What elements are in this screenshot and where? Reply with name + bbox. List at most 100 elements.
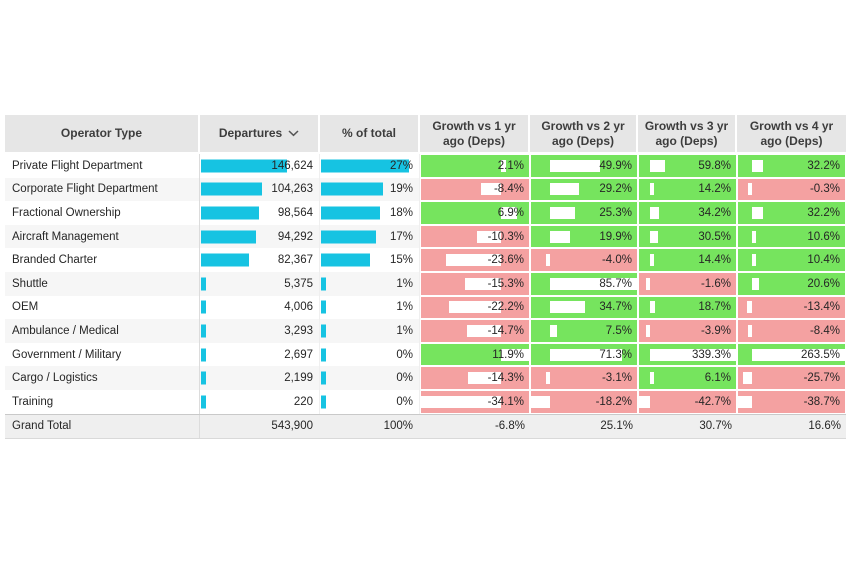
growth-cell[interactable]: -38.7% bbox=[737, 390, 846, 414]
departures-cell[interactable]: 2,199 bbox=[200, 366, 320, 390]
table-row: OEM 4,006 1% -22.2% 34.7% 18.7% -13.4% bbox=[5, 295, 846, 320]
growth-value: -34.1% bbox=[487, 395, 524, 408]
departures-cell[interactable]: 3,293 bbox=[200, 319, 320, 343]
pct-of-total-cell[interactable]: 0% bbox=[320, 342, 420, 367]
pct-of-total-header[interactable]: % of total bbox=[320, 115, 420, 152]
departures-cell[interactable]: 98,564 bbox=[200, 201, 320, 225]
growth-cell[interactable]: 32.2% bbox=[737, 154, 846, 178]
growth-4yr-header[interactable]: Growth vs 4 yr ago (Deps) bbox=[737, 115, 846, 152]
operator-name-cell[interactable]: Training bbox=[5, 389, 200, 414]
growth-cell[interactable]: 29.2% bbox=[530, 178, 638, 202]
pct-of-total-cell[interactable]: 18% bbox=[320, 201, 420, 225]
growth-1yr-header[interactable]: Growth vs 1 yr ago (Deps) bbox=[420, 115, 530, 152]
growth-cell[interactable]: -14.3% bbox=[420, 366, 530, 390]
growth-cell[interactable]: 19.9% bbox=[530, 225, 638, 249]
growth-cell[interactable]: -4.0% bbox=[530, 248, 638, 272]
departures-cell[interactable]: 146,624 bbox=[200, 154, 320, 178]
growth-cell-fill: 11.9% bbox=[420, 343, 529, 366]
growth-cell[interactable]: 7.5% bbox=[530, 319, 638, 343]
growth-cell[interactable]: -15.3% bbox=[420, 272, 530, 296]
departures-cell[interactable]: 104,263 bbox=[200, 177, 320, 202]
growth-cell[interactable]: -14.7% bbox=[420, 319, 530, 343]
growth-cell[interactable]: -3.9% bbox=[638, 319, 737, 343]
growth-cell[interactable]: -1.6% bbox=[638, 272, 737, 296]
growth-cell-fill: 263.5% bbox=[737, 343, 845, 366]
growth-cell[interactable]: 11.9% bbox=[420, 343, 530, 367]
growth-cell[interactable]: -8.4% bbox=[737, 319, 846, 343]
growth-cell[interactable]: 14.4% bbox=[638, 248, 737, 272]
pct-of-total-cell[interactable]: 17% bbox=[320, 224, 420, 249]
growth-cell[interactable]: 59.8% bbox=[638, 154, 737, 178]
growth-cell[interactable]: -22.2% bbox=[420, 296, 530, 320]
operator-type-header[interactable]: Operator Type bbox=[5, 115, 200, 152]
departures-cell[interactable]: 5,375 bbox=[200, 271, 320, 296]
pct-of-total-cell[interactable]: 0% bbox=[320, 366, 420, 390]
departures-cell[interactable]: 94,292 bbox=[200, 224, 320, 249]
pct-of-total-cell[interactable]: 1% bbox=[320, 319, 420, 343]
operator-name-cell[interactable]: Ambulance / Medical bbox=[5, 319, 200, 343]
operator-name-label: OEM bbox=[12, 301, 39, 314]
operator-name-cell[interactable]: Aircraft Management bbox=[5, 224, 200, 249]
growth-cell[interactable]: 339.3% bbox=[638, 343, 737, 367]
growth-cell[interactable]: -3.1% bbox=[530, 366, 638, 390]
growth-cell[interactable]: 30.5% bbox=[638, 225, 737, 249]
departures-cell[interactable]: 220 bbox=[200, 389, 320, 414]
growth-cell[interactable]: -42.7% bbox=[638, 390, 737, 414]
operator-name-label: Cargo / Logistics bbox=[12, 372, 98, 385]
growth-cell[interactable]: 25.3% bbox=[530, 201, 638, 225]
growth-cell[interactable]: 71.3% bbox=[530, 343, 638, 367]
pct-of-total-cell[interactable]: 1% bbox=[320, 295, 420, 320]
growth-cell[interactable]: 34.2% bbox=[638, 201, 737, 225]
departures-cell[interactable]: 2,697 bbox=[200, 342, 320, 367]
growth-cell[interactable]: 10.4% bbox=[737, 248, 846, 272]
pct-of-total-cell[interactable]: 0% bbox=[320, 389, 420, 414]
growth-cell[interactable]: 20.6% bbox=[737, 272, 846, 296]
growth-cell[interactable]: -8.4% bbox=[420, 178, 530, 202]
pct-of-total-cell[interactable]: 19% bbox=[320, 177, 420, 202]
operator-name-cell[interactable]: Branded Charter bbox=[5, 248, 200, 272]
growth-cell[interactable]: 85.7% bbox=[530, 272, 638, 296]
growth-databar bbox=[549, 324, 558, 337]
growth-cell[interactable]: -18.2% bbox=[530, 390, 638, 414]
growth-cell[interactable]: 10.6% bbox=[737, 225, 846, 249]
growth-cell[interactable]: 34.7% bbox=[530, 296, 638, 320]
growth-databar bbox=[742, 372, 752, 385]
growth-cell[interactable]: 2.1% bbox=[420, 154, 530, 178]
growth-cell[interactable]: -0.3% bbox=[737, 178, 846, 202]
departures-cell[interactable]: 82,367 bbox=[200, 248, 320, 272]
operator-name-cell[interactable]: Shuttle bbox=[5, 271, 200, 296]
pct-of-total-cell[interactable]: 1% bbox=[320, 271, 420, 296]
growth-databar bbox=[448, 301, 502, 314]
growth-cell[interactable]: -25.7% bbox=[737, 366, 846, 390]
operator-name-cell[interactable]: Private Flight Department bbox=[5, 154, 200, 178]
growth-cell[interactable]: 14.2% bbox=[638, 178, 737, 202]
pct-of-total-value: 0% bbox=[396, 395, 413, 408]
growth-cell[interactable]: -10.3% bbox=[420, 225, 530, 249]
operator-name-cell[interactable]: Cargo / Logistics bbox=[5, 366, 200, 390]
growth-3yr-header[interactable]: Growth vs 3 yr ago (Deps) bbox=[638, 115, 737, 152]
growth-cell[interactable]: -34.1% bbox=[420, 390, 530, 414]
departures-header[interactable]: Departures bbox=[200, 115, 320, 152]
grand-total-label: Grand Total bbox=[12, 420, 72, 433]
growth-cell[interactable]: 6.1% bbox=[638, 366, 737, 390]
growth-cell-fill: -10.3% bbox=[420, 225, 529, 248]
pct-of-total-cell[interactable]: 27% bbox=[320, 154, 420, 178]
growth-cell[interactable]: 6.9% bbox=[420, 201, 530, 225]
departures-cell[interactable]: 4,006 bbox=[200, 295, 320, 320]
growth-databar bbox=[501, 159, 506, 172]
growth-cell[interactable]: 49.9% bbox=[530, 154, 638, 178]
growth-cell[interactable]: 263.5% bbox=[737, 343, 846, 367]
growth-cell[interactable]: 18.7% bbox=[638, 296, 737, 320]
operator-name-cell[interactable]: OEM bbox=[5, 295, 200, 320]
operator-name-cell[interactable]: Fractional Ownership bbox=[5, 201, 200, 225]
operator-name-cell[interactable]: Corporate Flight Department bbox=[5, 177, 200, 202]
operator-name-cell[interactable]: Government / Military bbox=[5, 342, 200, 367]
growth-2yr-header[interactable]: Growth vs 2 yr ago (Deps) bbox=[530, 115, 638, 152]
pct-of-total-cell[interactable]: 15% bbox=[320, 248, 420, 272]
growth-value: -18.2% bbox=[595, 395, 632, 408]
growth-cell[interactable]: -23.6% bbox=[420, 248, 530, 272]
growth-cell-fill: -8.4% bbox=[420, 178, 529, 201]
growth-databar bbox=[649, 301, 655, 314]
growth-cell[interactable]: 32.2% bbox=[737, 201, 846, 225]
growth-cell[interactable]: -13.4% bbox=[737, 296, 846, 320]
